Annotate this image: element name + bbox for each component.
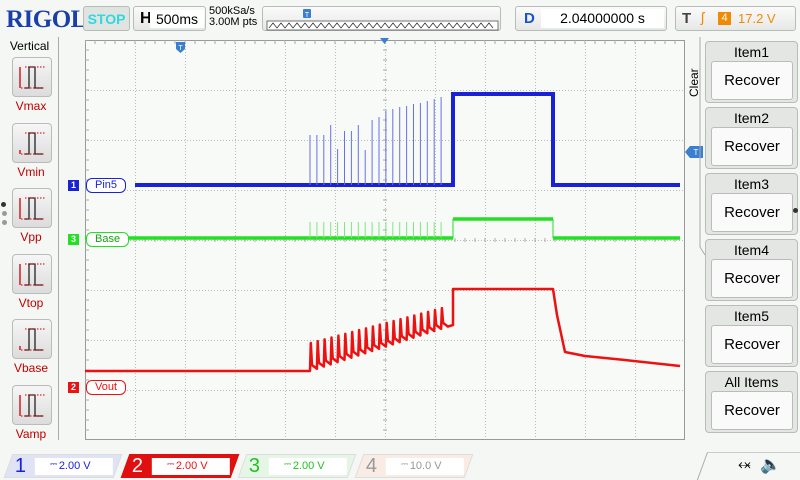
vbase-icon [19,328,45,351]
measure-label: Vmin [17,164,45,179]
base-label-tag[interactable]: Base [86,232,130,247]
dc-coupling-icon: ⎓ [167,459,175,469]
measure-vmin-button[interactable] [12,122,52,163]
trigger-label: T [682,10,692,27]
item-title: All Items [724,374,779,390]
channel-scale: 2.00 V [268,458,347,475]
trigger-level: 17.2 V [738,11,776,26]
vamp-icon [19,393,45,417]
channel-4-button[interactable]: 4 10.0 V [354,454,474,478]
timebase-value: 500ms [150,10,204,28]
channel-number: 2 [131,455,143,477]
vmax-icon [19,66,45,89]
memory-overview-bar[interactable]: T [262,6,501,31]
measure-item-2: Item2 Recover [705,107,798,169]
recover-button[interactable]: Recover [711,193,793,232]
channel-number: 1 [14,455,26,477]
channel-scale: 2.00 V [151,458,230,475]
measure-vbase-button[interactable] [12,319,52,359]
channel-status-bar: 1 2.00 V ⎓ 2 2.00 V ⎓ 3 2.00 V ⎓ 4 10.0 V ⎓ [0,450,800,480]
trigger-position-marker[interactable]: T [176,42,186,54]
acquisition-info: 500kSa/s 3.00M pts [209,6,257,28]
channel-number: 3 [248,455,260,477]
channel-3-button[interactable]: 3 2.00 V [237,454,357,478]
rising-edge-icon: ʃ [701,9,705,25]
delay-readout[interactable]: D 2.04000000 s [515,6,667,31]
recover-button[interactable]: Recover [711,127,793,166]
measure-label: Vtop [18,295,44,310]
vtop-icon [19,262,45,286]
recover-button[interactable]: Recover [711,391,793,430]
svg-text:T: T [305,12,310,19]
svg-text:T: T [178,45,183,52]
trigger-level-marker[interactable]: T [685,146,703,158]
measure-item-1: Item1 Recover [705,41,798,103]
vout-label-tag[interactable]: Vout [86,380,127,395]
recover-button[interactable]: Recover [711,259,793,298]
channel-2-button[interactable]: 2 2.00 V [120,454,240,478]
memory-waveform-icon: T [266,9,499,31]
measure-item-6: All Items Recover [705,371,798,433]
panel-title: Vertical [9,39,50,53]
vout-trace [85,287,681,373]
measure-label: Vmax [15,99,47,113]
channel-3-marker[interactable]: 3 [68,234,79,245]
measure-vamp-button[interactable] [12,384,52,425]
measure-item-3: Item3 Recover [705,173,798,235]
measure-label: Vpp [20,230,42,244]
measure-label: Vamp [15,426,47,441]
memory-depth: 3.00M pts [209,16,258,28]
trigger-source-badge: 4 [718,12,731,25]
usb-icon: ⬾ [738,456,751,473]
measure-label: Vbase [13,361,49,375]
channel-number: 4 [365,455,377,477]
svg-text:T: T [694,148,699,157]
vpp-icon [19,197,45,220]
measure-vpp-button[interactable] [12,188,52,228]
measure-item-4: Item4 Recover [705,239,798,301]
item-title: Item2 [733,110,769,126]
channel-1-button[interactable]: 1 2.00 V [3,454,123,478]
dc-coupling-icon: ⎓ [401,459,409,469]
sample-rate: 500kSa/s [209,5,255,17]
measure-vmax-button[interactable] [12,57,52,97]
item-title: Item3 [733,176,769,192]
item-title: Item5 [733,308,769,324]
channel-2-marker[interactable]: 2 [68,382,79,393]
dc-coupling-icon: ⎓ [50,459,58,469]
run-stop-status[interactable]: STOP [83,6,130,31]
item-title: Item4 [733,242,769,258]
item-title: Item1 [733,44,769,60]
dc-coupling-icon: ⎓ [284,459,292,469]
vertical-measure-panel: Vertical Vmax Vmin Vpp Vtop Vbase Vamp [0,37,59,441]
trigger-position-marker: T [303,9,311,19]
measure-vtop-button[interactable] [12,253,52,294]
base-trace [85,217,680,240]
clear-measure-panel: Clear Item1 Recover Item2 Recover Item3 Recov… [684,37,800,440]
channel-1-marker[interactable]: 1 [68,180,79,191]
speaker-icon[interactable]: 🔈 [760,455,782,474]
delay-value: 2.04000000 s [541,9,664,28]
channel-scale: 2.00 V [34,458,113,475]
pin5-label-tag[interactable]: Pin5 [86,178,127,193]
channel-scale: 10.0 V [385,458,464,475]
recover-button[interactable]: Recover [711,325,793,364]
delay-label: D [524,10,535,27]
measure-item-5: Item5 Recover [705,305,798,367]
waveform-display[interactable] [85,40,685,440]
recover-button[interactable]: Recover [711,61,793,100]
vmin-icon [19,131,45,155]
horizontal-timebase[interactable]: H 500ms [133,6,206,31]
rigol-logo: RIGOL [6,6,87,33]
delay-marker-icon [380,38,389,44]
horizontal-label: H [140,10,152,27]
